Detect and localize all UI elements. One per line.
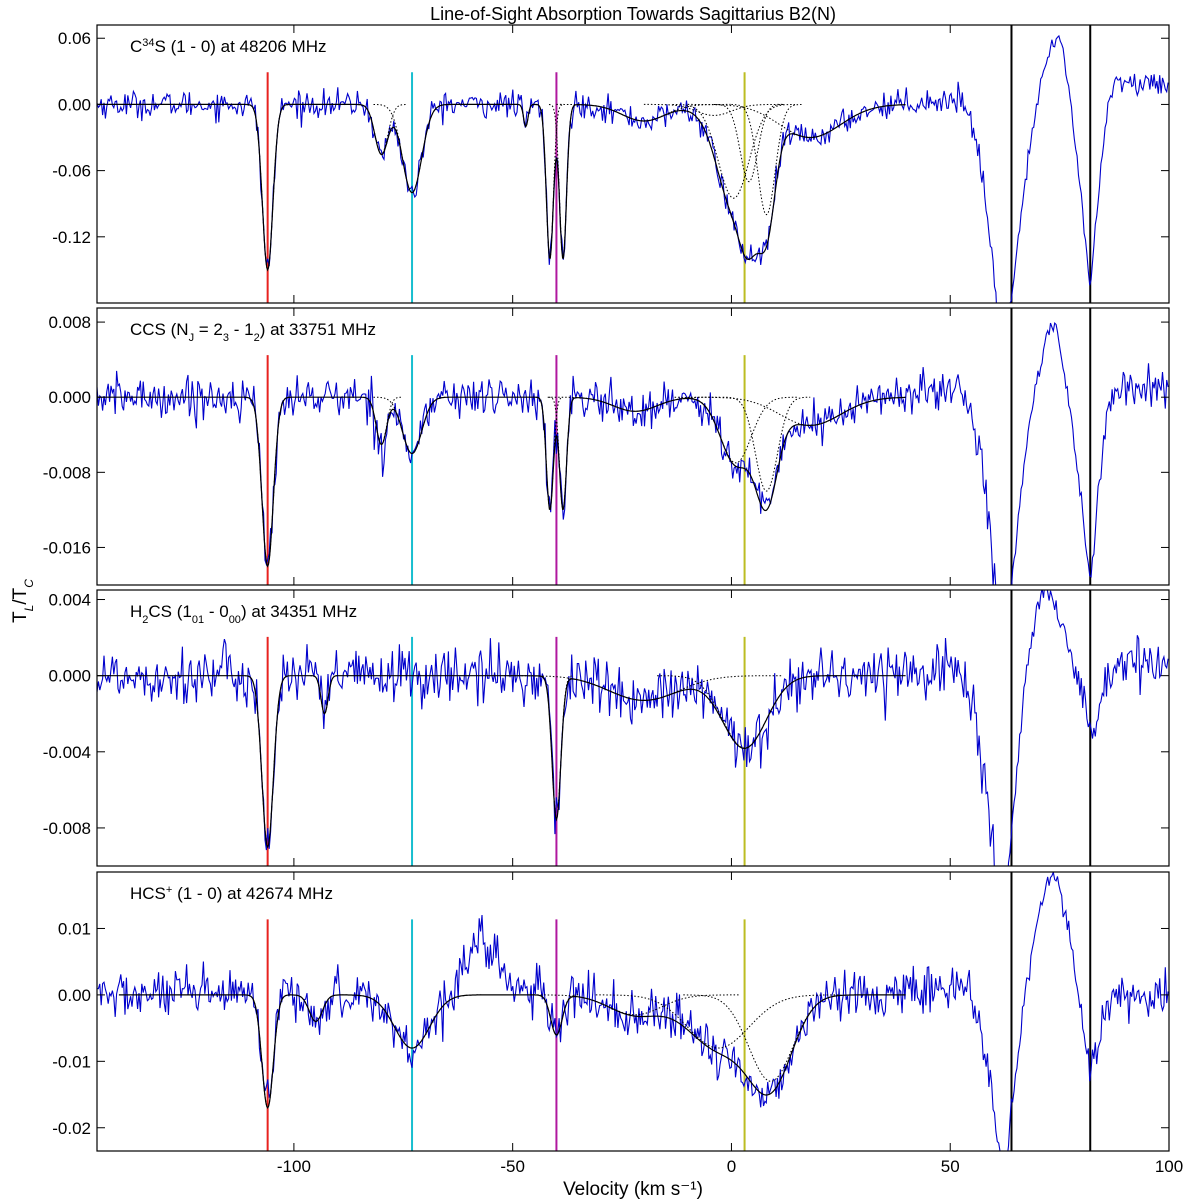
- fit-component-4: [503, 675, 784, 701]
- fit-component-2: [310, 675, 338, 715]
- fit-total-line: [97, 103, 906, 272]
- y-tick-label: -0.01: [52, 1052, 91, 1071]
- fit-component-7: [674, 396, 798, 464]
- y-axis-title-sub-c: C: [22, 579, 36, 588]
- y-tick-label: -0.016: [43, 538, 91, 557]
- panel-frame: [96, 589, 1170, 867]
- y-tick-label: 0.01: [58, 919, 91, 938]
- y-tick-label: 0.000: [48, 667, 91, 686]
- panel-label: HCS+ (1 - 0) at 42674 MHz: [130, 884, 333, 903]
- spectrum-line: [97, 34, 1169, 303]
- y-tick-label: -0.06: [52, 162, 91, 181]
- y-tick-label: 0.06: [58, 29, 91, 48]
- panel-4: 0.01 0.00 -0.01 -0.02 HCS+ (1 - 0) at 42674 …: [52, 871, 1170, 1152]
- fit-total-line: [97, 675, 906, 849]
- x-tick-label: 50: [941, 1157, 960, 1176]
- y-axis-title-sub-l: L: [22, 605, 36, 612]
- fit-component-7: [683, 994, 859, 1082]
- panel-label: CCS (NJ = 23 - 12) at 33751 MHz: [130, 320, 376, 344]
- panels-layer: 0.06 0.00 -0.06 -0.12 C34S (1 - 0) at 48206 …: [43, 24, 1170, 1152]
- panel-label: H2CS (101 - 000) at 34351 MHz: [130, 602, 357, 626]
- x-tick-label: -50: [500, 1157, 525, 1176]
- x-tick-label: 0: [727, 1157, 736, 1176]
- y-tick-label: 0.008: [48, 313, 91, 332]
- x-axis-title: Velocity (km s⁻¹): [563, 1179, 703, 1200]
- y-tick-label: 0.00: [58, 95, 91, 114]
- y-tick-label: 0.004: [48, 591, 91, 610]
- y-tick-label: -0.004: [43, 743, 91, 762]
- panel-frame: [96, 307, 1170, 586]
- y-tick-label: -0.008: [43, 819, 91, 838]
- y-tick-label: -0.02: [52, 1119, 91, 1138]
- y-tick-label: -0.12: [52, 228, 91, 247]
- y-axis-title-mid: /T: [10, 587, 31, 604]
- y-axis-title-main: T: [10, 611, 31, 623]
- panel-frame: [96, 871, 1170, 1152]
- fit-component-2: [355, 103, 407, 155]
- spectrum-line: [97, 590, 1169, 866]
- y-tick-label: 0.000: [48, 388, 91, 407]
- fit-component-8: [643, 103, 784, 117]
- x-axis: -100 -50 0 50 100: [277, 1157, 1183, 1176]
- fit-component-9: [687, 396, 906, 426]
- y-tick-label: -0.008: [43, 463, 91, 482]
- fit-component-5: [530, 994, 740, 1016]
- fit-component-10: [713, 104, 784, 183]
- fit-total-line: [97, 396, 906, 568]
- figure-title: Line-of-Sight Absorption Towards Sagitta…: [430, 4, 836, 24]
- fit-total-line: [118, 994, 906, 1109]
- fit-component-11: [731, 104, 802, 216]
- panel-frame: [96, 24, 1170, 304]
- x-tick-label: 100: [1155, 1157, 1183, 1176]
- fit-component-6: [595, 994, 841, 1049]
- y-axis-title: TL/TC: [10, 579, 36, 623]
- panel-label: C34S (1 - 0) at 48206 MHz: [130, 37, 327, 56]
- panel-1: 0.06 0.00 -0.06 -0.12 C34S (1 - 0) at 48206 …: [52, 24, 1170, 304]
- fit-component-8: [722, 396, 811, 492]
- y-tick-label: 0.00: [58, 986, 91, 1005]
- spectrum-line: [97, 872, 1169, 1151]
- fit-component-9: [672, 104, 795, 199]
- panel-2: 0.008 0.000 -0.008 -0.016 CCS (NJ = 23 - 12)…: [43, 307, 1170, 586]
- x-tick-label: -100: [277, 1157, 311, 1176]
- spectrum-line: [97, 321, 1169, 585]
- panel-3: 0.004 0.000 -0.004 -0.008 H2CS (101 - 000) a…: [43, 589, 1170, 867]
